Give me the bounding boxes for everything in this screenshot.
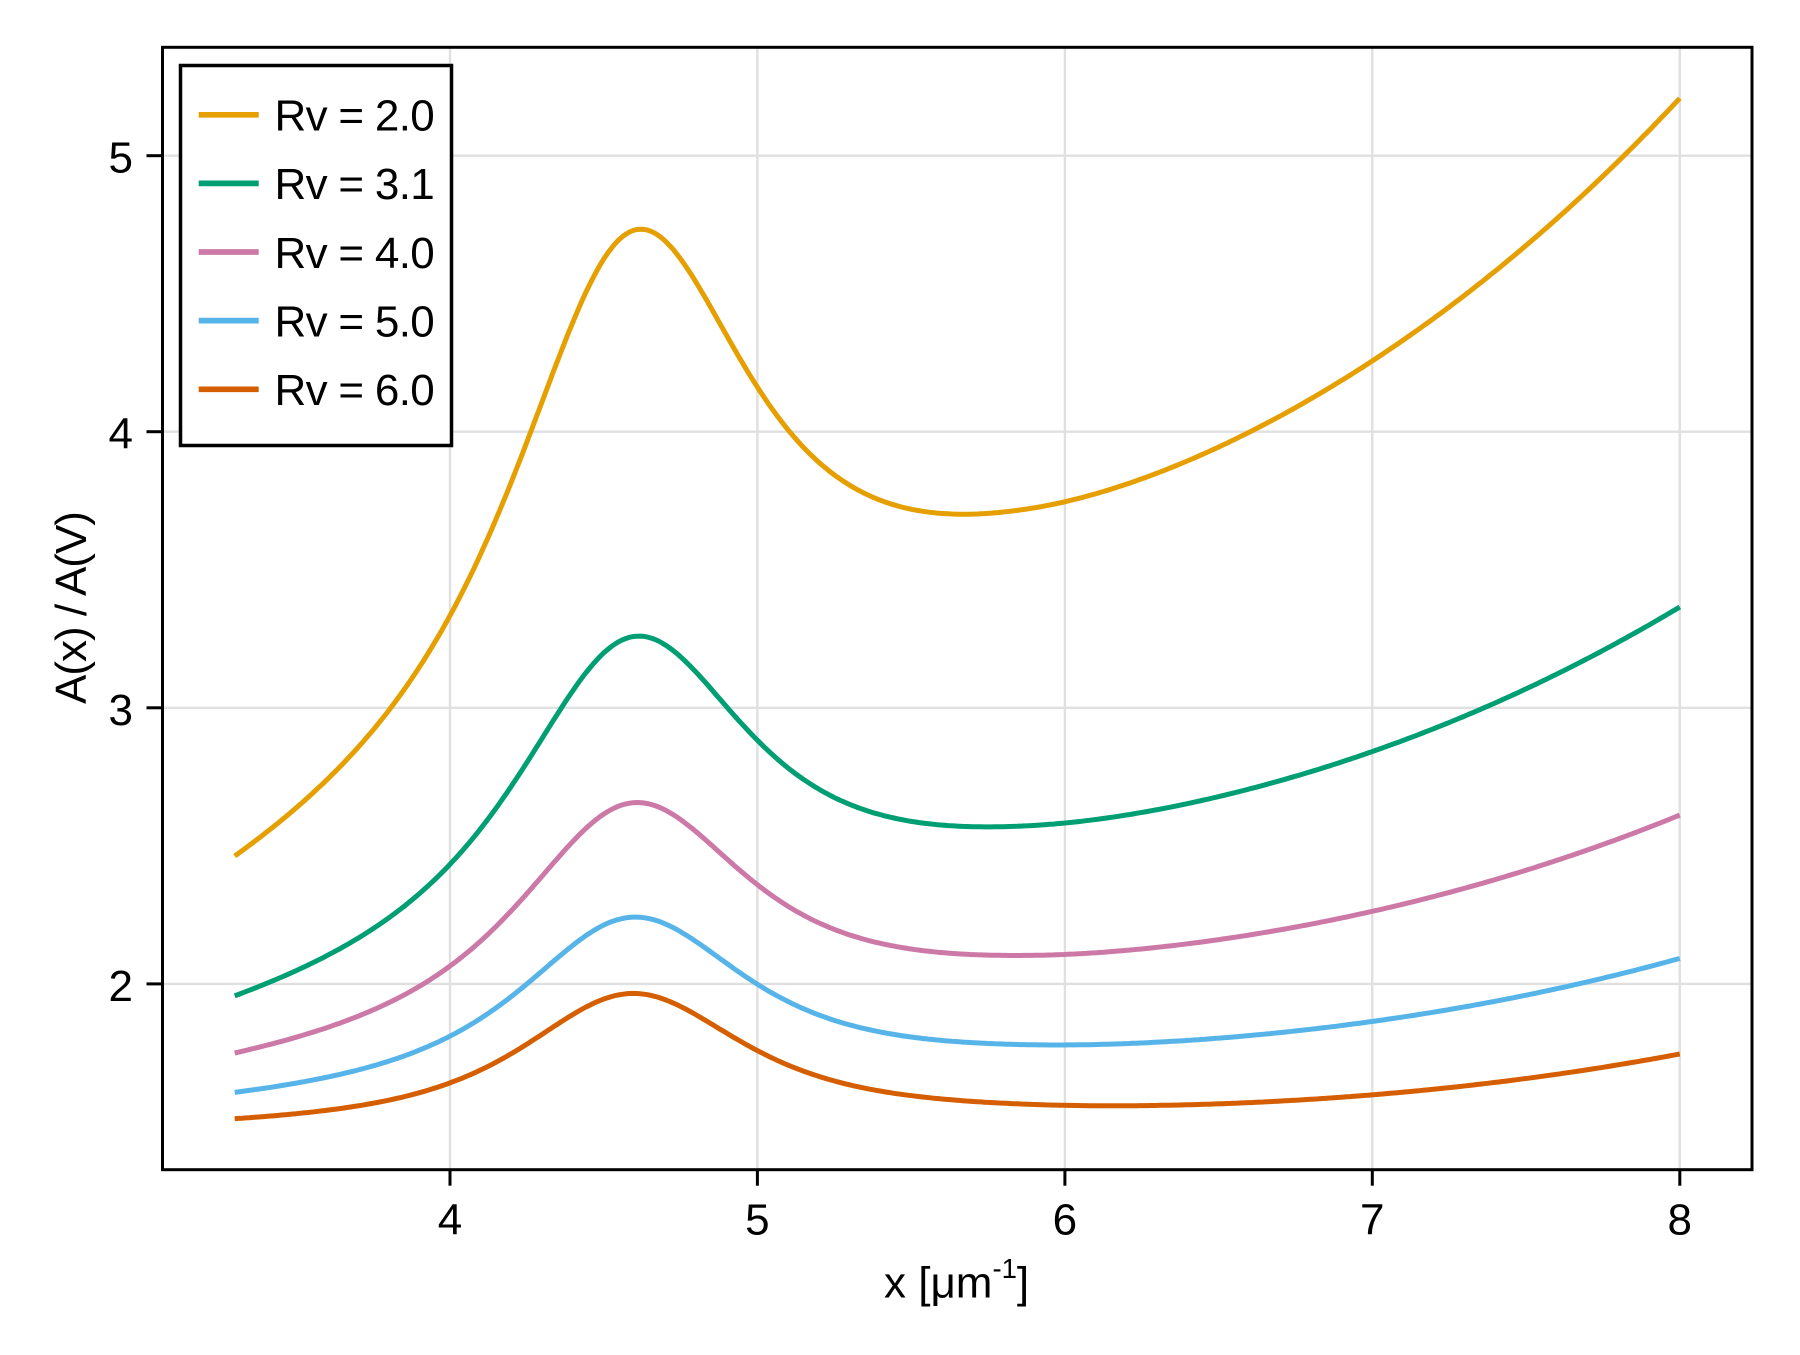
svg-text:6: 6 bbox=[1053, 1196, 1077, 1245]
svg-text:7: 7 bbox=[1360, 1196, 1384, 1245]
svg-text:4: 4 bbox=[438, 1196, 462, 1245]
svg-text:Rv = 4.0: Rv = 4.0 bbox=[275, 229, 435, 278]
svg-text:5: 5 bbox=[109, 134, 133, 183]
svg-text:2: 2 bbox=[109, 962, 133, 1011]
svg-text:Rv = 5.0: Rv = 5.0 bbox=[275, 297, 435, 346]
svg-text:8: 8 bbox=[1668, 1196, 1692, 1245]
svg-text:Rv = 2.0: Rv = 2.0 bbox=[275, 92, 435, 141]
svg-text:Rv = 3.1: Rv = 3.1 bbox=[275, 160, 435, 209]
svg-text:5: 5 bbox=[745, 1196, 769, 1245]
svg-text:Rv = 6.0: Rv = 6.0 bbox=[275, 366, 435, 415]
svg-text:4: 4 bbox=[109, 410, 133, 459]
svg-text:A(x) / A(V): A(x) / A(V) bbox=[47, 512, 96, 704]
svg-text:3: 3 bbox=[109, 686, 133, 735]
